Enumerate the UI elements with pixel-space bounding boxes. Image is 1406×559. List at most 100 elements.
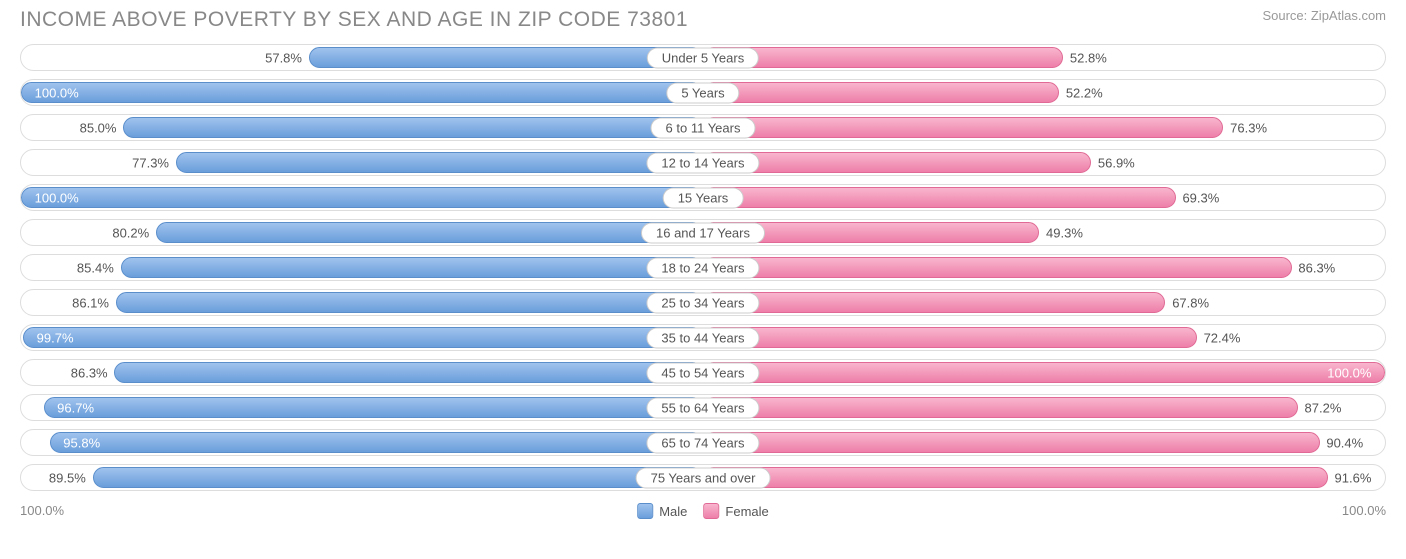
female-half: 86.3%	[703, 255, 1385, 280]
chart-area: 57.8% 52.8% Under 5 Years 100.0% 52.2% 5 Year…	[0, 44, 1406, 491]
female-pct-label: 72.4%	[1204, 330, 1241, 345]
male-half: 86.3%	[21, 360, 703, 385]
male-half: 96.7%	[21, 395, 703, 420]
male-pct-label: 96.7%	[57, 400, 94, 415]
male-pct-label: 100.0%	[35, 190, 79, 205]
age-badge: 15 Years	[663, 187, 744, 208]
female-half: 67.8%	[703, 290, 1385, 315]
male-half: 89.5%	[21, 465, 703, 490]
female-half: 76.3%	[703, 115, 1385, 140]
legend-item-male: Male	[637, 503, 687, 519]
male-half: 86.1%	[21, 290, 703, 315]
male-pct-label: 100.0%	[35, 85, 79, 100]
female-half: 49.3%	[703, 220, 1385, 245]
male-half: 85.4%	[21, 255, 703, 280]
female-pct-label: 52.8%	[1070, 50, 1107, 65]
female-half: 56.9%	[703, 150, 1385, 175]
chart-row: 86.1% 67.8% 25 to 34 Years	[20, 289, 1386, 316]
chart-row: 89.5% 91.6%75 Years and over	[20, 464, 1386, 491]
female-bar	[703, 362, 1385, 383]
chart-row: 95.8% 90.4%65 to 74 Years	[20, 429, 1386, 456]
male-pct-label: 85.4%	[77, 260, 114, 275]
male-pct-label: 95.8%	[63, 435, 100, 450]
female-half: 87.2%	[703, 395, 1385, 420]
chart-title: INCOME ABOVE POVERTY BY SEX AND AGE IN Z…	[20, 8, 688, 32]
chart-row: 99.7%72.4%35 to 44 Years	[20, 324, 1386, 351]
female-half: 90.4%	[703, 430, 1385, 455]
male-bar	[44, 397, 703, 418]
age-badge: 25 to 34 Years	[646, 292, 759, 313]
female-bar	[703, 82, 1059, 103]
male-bar	[93, 467, 703, 488]
age-badge: 55 to 64 Years	[646, 397, 759, 418]
chart-row: 96.7% 87.2% 55 to 64 Years	[20, 394, 1386, 421]
male-bar	[116, 292, 703, 313]
female-pct-label: 69.3%	[1182, 190, 1219, 205]
female-bar	[703, 257, 1292, 278]
chart-row: 86.3% 100.0% 45 to 54 Years	[20, 359, 1386, 386]
age-badge: 16 and 17 Years	[641, 222, 765, 243]
age-badge: 5 Years	[666, 82, 739, 103]
age-badge: 6 to 11 Years	[651, 117, 756, 138]
male-pct-label: 77.3%	[132, 155, 169, 170]
male-pct-label: 89.5%	[49, 470, 86, 485]
female-pct-label: 76.3%	[1230, 120, 1267, 135]
chart-row: 85.4% 86.3% 18 to 24 Years	[20, 254, 1386, 281]
male-pct-label: 99.7%	[37, 330, 74, 345]
age-badge: Under 5 Years	[647, 47, 759, 68]
male-bar	[21, 187, 703, 208]
female-pct-label: 52.2%	[1066, 85, 1103, 100]
legend: Male Female	[637, 503, 769, 519]
male-half: 100.0%	[21, 185, 703, 210]
chart-row: 85.0% 76.3% 6 to 11 Years	[20, 114, 1386, 141]
male-bar	[50, 432, 703, 453]
age-badge: 65 to 74 Years	[646, 432, 759, 453]
male-bar	[114, 362, 703, 383]
chart-row: 57.8% 52.8% Under 5 Years	[20, 44, 1386, 71]
male-half: 85.0%	[21, 115, 703, 140]
chart-source: Source: ZipAtlas.com	[1262, 8, 1386, 23]
chart-footer: 100.0% Male Female 100.0%	[0, 499, 1406, 529]
male-bar	[176, 152, 703, 173]
female-pct-label: 67.8%	[1172, 295, 1209, 310]
axis-label-left: 100.0%	[20, 503, 64, 518]
female-bar	[703, 327, 1197, 348]
male-pct-label: 85.0%	[80, 120, 117, 135]
male-half: 80.2%	[21, 220, 703, 245]
female-pct-label: 56.9%	[1098, 155, 1135, 170]
male-half: 57.8%	[21, 45, 703, 70]
chart-row: 100.0% 69.3% 15 Years	[20, 184, 1386, 211]
male-bar	[156, 222, 703, 243]
male-bar	[21, 82, 703, 103]
legend-male-label: Male	[659, 504, 687, 519]
male-pct-label: 86.1%	[72, 295, 109, 310]
chart-row: 80.2% 49.3% 16 and 17 Years	[20, 219, 1386, 246]
age-badge: 12 to 14 Years	[646, 152, 759, 173]
chart-header: INCOME ABOVE POVERTY BY SEX AND AGE IN Z…	[0, 0, 1406, 44]
female-half: 91.6%	[703, 465, 1385, 490]
male-bar	[309, 47, 703, 68]
female-pct-label: 86.3%	[1298, 260, 1335, 275]
female-pct-label: 49.3%	[1046, 225, 1083, 240]
female-pct-label: 87.2%	[1305, 400, 1342, 415]
female-half: 52.8%	[703, 45, 1385, 70]
female-bar	[703, 397, 1298, 418]
male-swatch-icon	[637, 503, 653, 519]
age-badge: 45 to 54 Years	[646, 362, 759, 383]
female-half: 69.3%	[703, 185, 1385, 210]
age-badge: 75 Years and over	[636, 467, 771, 488]
age-badge: 18 to 24 Years	[646, 257, 759, 278]
female-swatch-icon	[703, 503, 719, 519]
female-half: 52.2%	[703, 80, 1385, 105]
female-bar	[703, 152, 1091, 173]
male-pct-label: 57.8%	[265, 50, 302, 65]
male-half: 77.3%	[21, 150, 703, 175]
male-bar	[121, 257, 703, 278]
female-pct-label: 100.0%	[1327, 365, 1371, 380]
female-bar	[703, 467, 1328, 488]
axis-label-right: 100.0%	[1342, 503, 1386, 518]
male-pct-label: 86.3%	[71, 365, 108, 380]
chart-row: 100.0% 52.2% 5 Years	[20, 79, 1386, 106]
female-bar	[703, 117, 1223, 138]
male-bar	[23, 327, 703, 348]
